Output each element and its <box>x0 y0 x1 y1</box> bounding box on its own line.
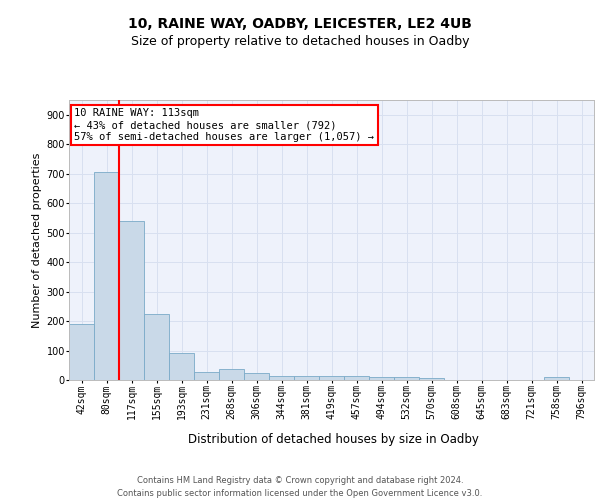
Bar <box>344 376 369 380</box>
Bar <box>244 372 269 380</box>
Bar <box>319 376 344 380</box>
Bar <box>369 377 394 380</box>
Bar <box>294 376 319 380</box>
Bar <box>194 372 219 380</box>
Bar <box>219 369 244 380</box>
Bar <box>169 354 194 380</box>
Bar <box>419 378 444 380</box>
Bar <box>269 376 294 380</box>
Text: Contains HM Land Registry data © Crown copyright and database right 2024.
Contai: Contains HM Land Registry data © Crown c… <box>118 476 482 498</box>
Bar <box>119 221 144 380</box>
Bar <box>394 377 419 380</box>
Bar <box>94 172 119 380</box>
Text: Distribution of detached houses by size in Oadby: Distribution of detached houses by size … <box>188 432 478 446</box>
Bar <box>69 324 94 380</box>
Text: 10, RAINE WAY, OADBY, LEICESTER, LE2 4UB: 10, RAINE WAY, OADBY, LEICESTER, LE2 4UB <box>128 18 472 32</box>
Bar <box>544 377 569 380</box>
Text: 10 RAINE WAY: 113sqm
← 43% of detached houses are smaller (792)
57% of semi-deta: 10 RAINE WAY: 113sqm ← 43% of detached h… <box>74 108 374 142</box>
Bar <box>144 314 169 380</box>
Text: Size of property relative to detached houses in Oadby: Size of property relative to detached ho… <box>131 35 469 48</box>
Y-axis label: Number of detached properties: Number of detached properties <box>32 152 42 328</box>
